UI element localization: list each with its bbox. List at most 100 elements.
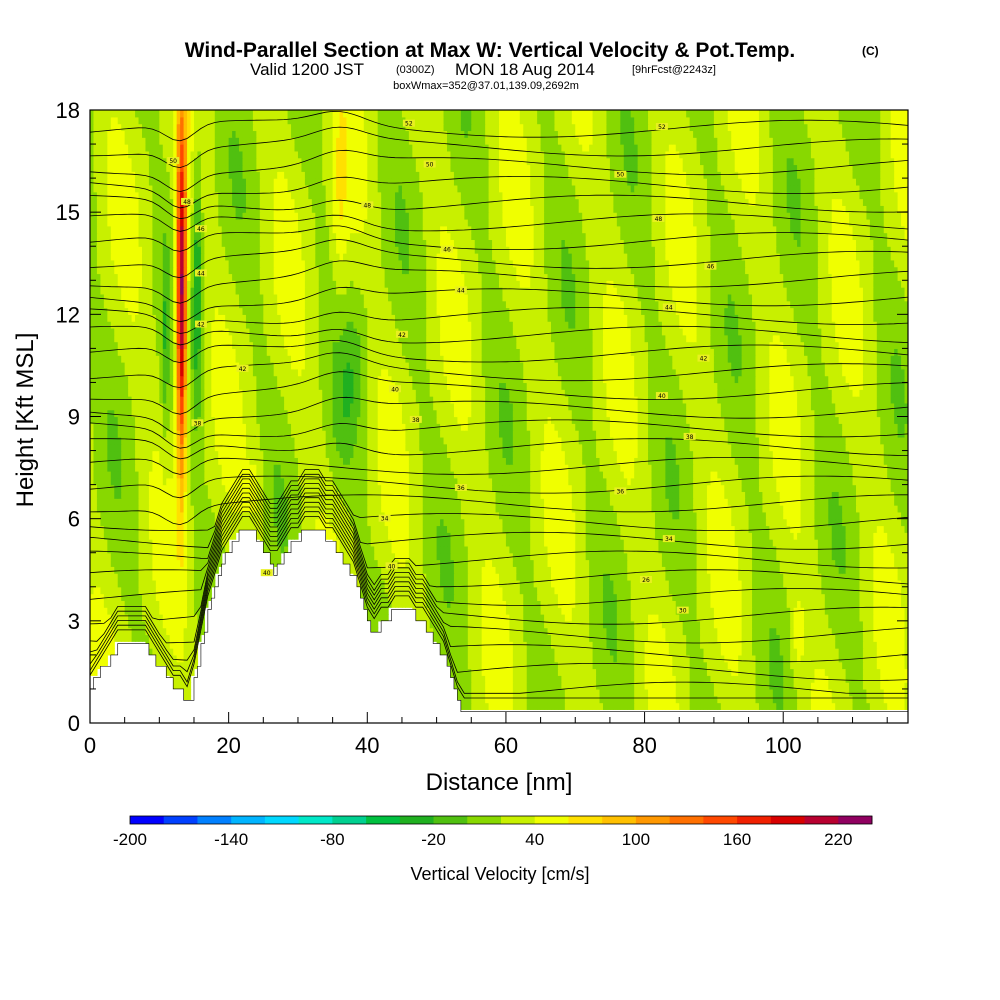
velocity-cell (176, 641, 181, 649)
velocity-cell (755, 573, 760, 581)
velocity-cell (582, 607, 587, 615)
velocity-cell (623, 545, 628, 554)
velocity-cell (363, 573, 368, 581)
velocity-cell (658, 702, 663, 710)
velocity-cell (374, 518, 379, 527)
velocity-cell (741, 702, 746, 710)
velocity-cell (103, 593, 108, 601)
velocity-cell (557, 579, 562, 588)
velocity-cell (245, 525, 251, 533)
velocity-cell (374, 559, 379, 567)
velocity-cell (447, 545, 452, 554)
velocity-cell (654, 539, 660, 547)
velocity-cell (606, 688, 611, 697)
velocity-cell (90, 525, 95, 533)
velocity-cell (550, 648, 556, 656)
velocity-cell (772, 593, 777, 601)
velocity-cell (571, 579, 576, 588)
velocity-cell (894, 586, 899, 595)
velocity-cell (505, 682, 510, 690)
velocity-cell (554, 641, 559, 649)
velocity-cell (772, 661, 777, 670)
velocity-cell (547, 675, 552, 683)
velocity-cell (131, 545, 136, 554)
velocity-cell (568, 675, 573, 683)
velocity-cell (96, 641, 101, 649)
velocity-cell (537, 627, 542, 636)
velocity-cell (776, 593, 781, 601)
velocity-cell (686, 695, 691, 704)
velocity-cell (187, 545, 192, 554)
velocity-cell (876, 654, 881, 663)
velocity-cell (103, 545, 108, 554)
velocity-cell (516, 545, 521, 554)
velocity-cell (128, 545, 133, 554)
velocity-cell (786, 593, 791, 601)
velocity-cell (124, 586, 129, 595)
velocity-cell (745, 702, 750, 710)
velocity-cell (613, 566, 618, 574)
velocity-cell (713, 661, 718, 670)
velocity-cell (883, 627, 888, 636)
velocity-cell (495, 634, 500, 642)
velocity-cell (447, 648, 452, 656)
velocity-cell (762, 695, 767, 704)
velocity-cell (180, 654, 185, 663)
velocity-cell (804, 552, 809, 561)
velocity-cell (828, 525, 833, 533)
velocity-cell (772, 641, 777, 649)
velocity-cell (405, 593, 410, 601)
velocity-cell (464, 675, 469, 683)
velocity-cell (367, 559, 372, 567)
velocity-cell (197, 607, 202, 615)
velocity-cell (856, 668, 861, 676)
velocity-cell (353, 539, 358, 547)
velocity-cell (395, 586, 400, 595)
velocity-cell (571, 593, 576, 601)
velocity-cell (852, 525, 857, 533)
velocity-cell (606, 518, 611, 527)
velocity-cell (748, 525, 753, 533)
velocity-cell (96, 654, 101, 663)
velocity-cell (516, 702, 521, 710)
velocity-cell (349, 566, 355, 574)
velocity-cell (613, 573, 618, 581)
velocity-cell (550, 607, 556, 615)
velocity-cell (797, 695, 802, 704)
velocity-cell (561, 607, 566, 615)
velocity-cell (360, 525, 365, 533)
velocity-cell (824, 586, 829, 595)
velocity-cell (741, 620, 746, 629)
velocity-cell (117, 600, 122, 608)
velocity-cell (554, 695, 559, 704)
velocity-cell (862, 566, 868, 574)
velocity-cell (880, 682, 885, 690)
velocity-cell (599, 607, 604, 615)
velocity-cell (502, 593, 507, 601)
velocity-cell (471, 695, 476, 704)
velocity-cell (682, 614, 687, 622)
velocity-cell (592, 559, 597, 567)
velocity-cell (817, 573, 822, 581)
velocity-cell (492, 600, 497, 608)
velocity-cell (835, 675, 840, 683)
velocity-cell (485, 573, 490, 581)
velocity-cell (349, 525, 355, 533)
velocity-cell (169, 627, 174, 636)
velocity-cell (817, 627, 822, 636)
velocity-cell (596, 552, 601, 561)
velocity-cell (738, 654, 743, 663)
velocity-cell (564, 607, 569, 615)
velocity-cell (121, 559, 126, 567)
velocity-cell (779, 525, 784, 533)
velocity-cell (550, 539, 556, 547)
velocity-cell (779, 641, 784, 649)
velocity-cell (554, 627, 559, 636)
velocity-cell (90, 532, 95, 540)
velocity-cell (596, 695, 601, 704)
velocity-cell (859, 675, 864, 683)
velocity-cell (804, 702, 809, 710)
velocity-cell (700, 600, 705, 608)
velocity-cell (391, 586, 396, 595)
velocity-cell (817, 586, 822, 595)
